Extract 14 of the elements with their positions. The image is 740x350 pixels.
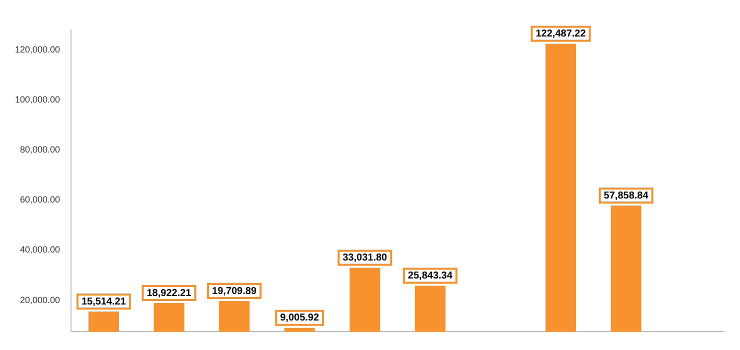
y-tick-label: 60,000.00 xyxy=(20,194,60,205)
data-label: 33,031.80 xyxy=(342,252,388,264)
y-tick-label: 80,000.00 xyxy=(20,144,60,155)
data-label: 25,843.34 xyxy=(408,270,453,282)
data-label: 19,709.89 xyxy=(212,286,257,297)
y-tick-label: 100,000.00 xyxy=(14,94,60,105)
data-label: 122,487.22 xyxy=(536,28,586,40)
y-tick-label: 20,000.00 xyxy=(20,294,60,305)
data-label: 18,922.21 xyxy=(146,288,192,299)
y-tick-label: 120,000.00 xyxy=(14,44,60,55)
data-label: 9,005.92 xyxy=(280,312,320,324)
data-label: 15,514.21 xyxy=(81,296,126,308)
y-tick-label: 40,000.00 xyxy=(20,244,60,255)
data-label: 57,858.84 xyxy=(604,190,649,202)
